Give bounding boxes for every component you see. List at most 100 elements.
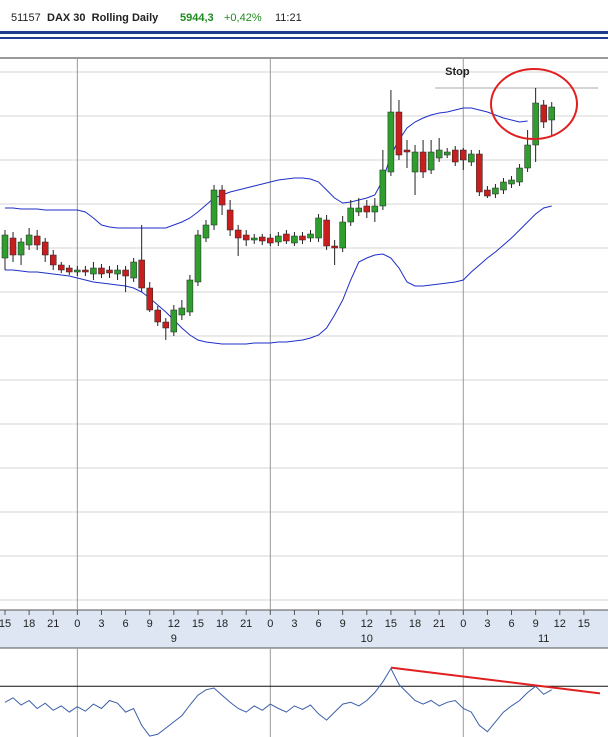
candle-body <box>468 153 475 163</box>
x-tick-label: 12 <box>168 618 180 630</box>
x-tick-label: 12 <box>554 618 566 630</box>
candle-body <box>283 233 290 242</box>
x-tick-label: 21 <box>240 618 252 630</box>
candle-body <box>130 261 137 279</box>
candle-body <box>146 287 153 311</box>
candle-body <box>162 321 170 329</box>
candle-body <box>548 106 555 121</box>
candle-body <box>299 235 306 241</box>
candle-body <box>411 151 419 173</box>
candle-body <box>339 221 346 249</box>
candle-body <box>25 234 33 246</box>
candle-body <box>250 237 258 241</box>
candle-body <box>41 241 49 256</box>
candle-body <box>508 179 515 185</box>
candle-body <box>210 189 218 226</box>
candle-body <box>371 205 379 213</box>
candle-body <box>242 234 250 241</box>
price-change: +0,42% <box>224 12 262 24</box>
header-rule <box>0 37 608 39</box>
x-tick-label: 3 <box>484 618 490 630</box>
candle-body <box>395 111 403 156</box>
candle-body <box>379 169 387 207</box>
x-tick-label: 0 <box>267 618 273 630</box>
candle-body <box>403 149 411 153</box>
x-tick-label: 15 <box>578 618 590 630</box>
candle-body <box>154 309 161 323</box>
candle-body <box>476 153 483 193</box>
band-upper <box>5 107 528 229</box>
candle-body <box>484 189 491 197</box>
indicator-line <box>4 667 552 737</box>
candle-body <box>234 229 242 239</box>
x-tick-label: 3 <box>98 618 104 630</box>
day-label: 9 <box>171 633 177 645</box>
time-axis-strip <box>0 610 608 648</box>
day-label: 11 <box>538 633 549 645</box>
candle-body <box>307 233 314 239</box>
candle-body <box>500 181 507 191</box>
candle-body <box>427 151 435 171</box>
candle-body <box>516 167 523 183</box>
chart-title: DAX 30 Rolling Daily <box>47 12 159 24</box>
candle-body <box>178 307 186 316</box>
x-tick-label: 9 <box>147 618 153 630</box>
candle-body <box>387 111 395 173</box>
x-tick-label: 15 <box>385 618 397 630</box>
highlight-circle <box>490 68 578 140</box>
candle-body <box>331 245 338 249</box>
x-tick-label: 18 <box>216 618 228 630</box>
instrument-id: 51157 <box>11 12 41 24</box>
x-tick-label: 6 <box>315 618 321 630</box>
x-tick-label: 18 <box>23 618 35 630</box>
x-tick-label: 0 <box>74 618 80 630</box>
x-tick-label: 6 <box>123 618 129 630</box>
x-tick-label: 0 <box>460 618 466 630</box>
candle-body <box>170 309 178 333</box>
candle-body <box>347 207 354 223</box>
candle-body <box>291 235 298 244</box>
candle-body <box>138 259 145 289</box>
candle-body <box>9 237 17 256</box>
candle-body <box>443 151 451 156</box>
candle-body <box>492 187 499 195</box>
candle-body <box>363 205 371 213</box>
x-tick-label: 6 <box>508 618 514 630</box>
candle-body <box>74 269 81 273</box>
x-tick-label: 9 <box>340 618 346 630</box>
candle-body <box>355 207 363 213</box>
candle-body <box>122 269 129 277</box>
trendline <box>390 666 601 695</box>
header-rule <box>0 31 608 34</box>
candle-body <box>90 267 97 275</box>
candle-body <box>419 151 427 173</box>
x-tick-label: 21 <box>47 618 59 630</box>
time: 11:21 <box>275 12 302 24</box>
x-tick-label: 15 <box>192 618 204 630</box>
day-label: 10 <box>361 633 373 645</box>
candle-body <box>114 269 121 275</box>
x-tick-label: 21 <box>433 618 445 630</box>
candle-body <box>106 269 113 274</box>
candle-body <box>218 189 226 206</box>
x-tick-label: 12 <box>361 618 373 630</box>
candle-body <box>532 102 539 146</box>
candle-body <box>435 149 443 159</box>
x-tick-label: 9 <box>533 618 539 630</box>
band-lower <box>5 205 552 345</box>
candle-body <box>451 149 459 163</box>
x-tick-label: 18 <box>409 618 421 630</box>
candle-body <box>259 236 266 242</box>
candle-body <box>82 269 89 273</box>
candle-body <box>33 235 41 246</box>
candle-body <box>98 267 105 275</box>
candle-body <box>460 149 467 161</box>
x-tick-label: 15 <box>0 618 11 630</box>
candle-body <box>226 209 234 231</box>
candle-body <box>66 267 73 273</box>
candle-body <box>202 224 210 239</box>
candle-body <box>315 217 322 239</box>
last-price: 5944,3 <box>180 12 214 24</box>
candle-body <box>1 234 9 259</box>
